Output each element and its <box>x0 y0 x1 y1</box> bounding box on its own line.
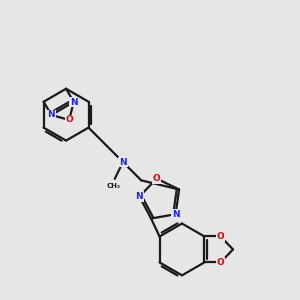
Text: N: N <box>136 192 143 201</box>
Text: O: O <box>65 116 73 124</box>
Text: O: O <box>153 174 160 183</box>
Text: O: O <box>217 232 224 241</box>
Text: O: O <box>217 258 224 267</box>
Text: N: N <box>70 98 78 106</box>
Text: CH₃: CH₃ <box>106 183 120 189</box>
Text: N: N <box>47 110 55 119</box>
Text: N: N <box>172 210 179 219</box>
Text: N: N <box>119 158 127 166</box>
